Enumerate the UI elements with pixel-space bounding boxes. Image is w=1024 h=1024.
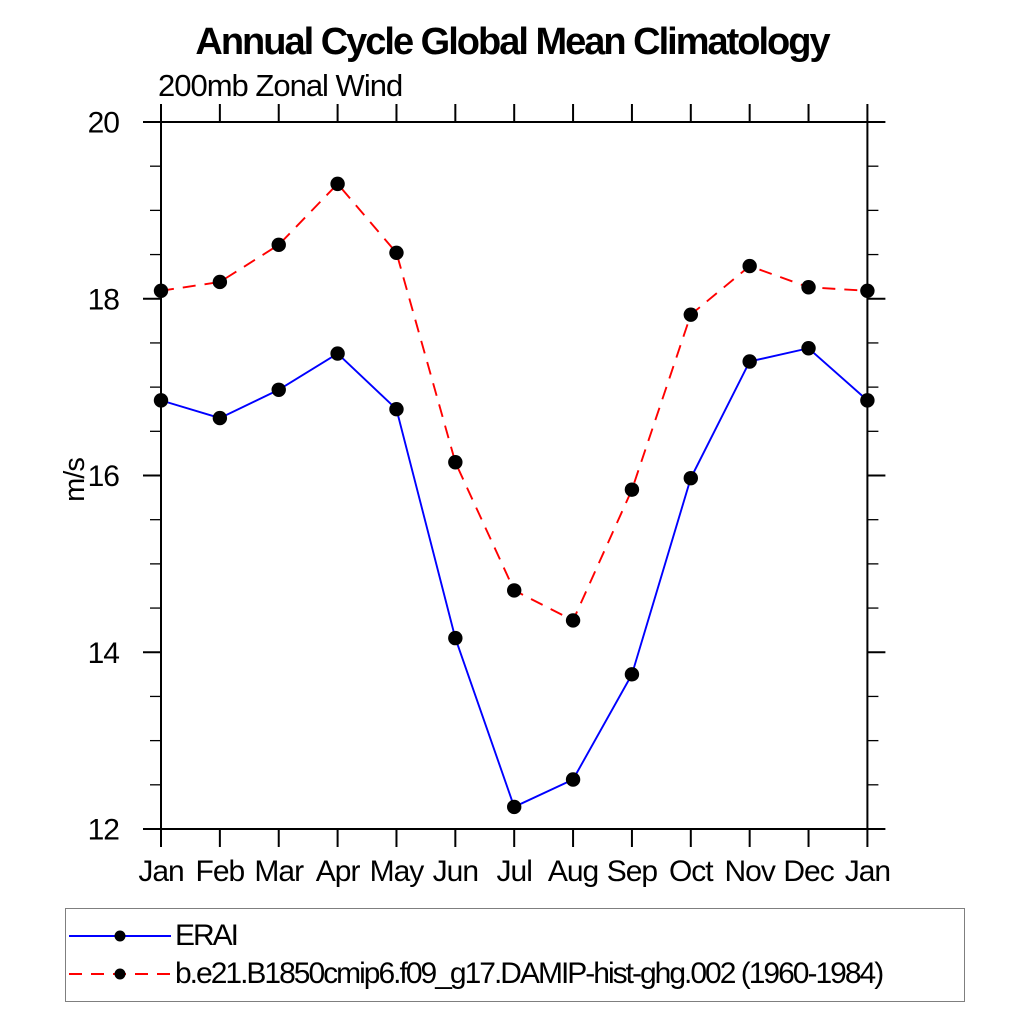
legend-line-sample-model xyxy=(69,968,171,980)
data-point-0-12 xyxy=(860,393,875,408)
series-line-0 xyxy=(160,347,869,809)
data-point-1-5 xyxy=(448,455,463,470)
data-point-0-6 xyxy=(507,799,522,815)
y-axis-label: m/s xyxy=(59,458,91,502)
y-tick-label: 14 xyxy=(88,637,120,670)
data-point-0-2 xyxy=(271,382,286,397)
data-point-0-4 xyxy=(389,402,404,417)
data-point-1-7 xyxy=(565,613,581,628)
data-point-0-7 xyxy=(565,772,581,787)
legend-item-erai: ERAI xyxy=(68,919,239,952)
data-point-1-1 xyxy=(212,274,228,290)
data-point-0-11 xyxy=(801,341,816,356)
data-point-1-11 xyxy=(801,280,816,295)
legend-item-model: b.e21.B1850cmip6.f09_g17.DAMIP-hist-ghg.… xyxy=(68,957,884,990)
legend-label-erai: ERAI xyxy=(175,919,239,952)
x-tick-label: Mar xyxy=(254,855,304,888)
legend-label-model: b.e21.B1850cmip6.f09_g17.DAMIP-hist-ghg.… xyxy=(175,957,884,990)
data-point-1-3 xyxy=(330,176,345,192)
data-point-1-2 xyxy=(271,237,286,253)
legend-line-sample-erai xyxy=(69,930,171,942)
data-point-1-10 xyxy=(742,258,757,274)
x-tick-label: Oct xyxy=(669,855,714,888)
plot-frame xyxy=(160,121,869,830)
y-tick-label: 16 xyxy=(88,460,120,493)
x-tick-label: Jan xyxy=(138,855,183,888)
data-point-1-9 xyxy=(683,307,698,322)
legend-sample-marker xyxy=(114,930,126,942)
data-point-1-12 xyxy=(860,283,875,298)
x-tick-label: Jun xyxy=(433,855,478,888)
data-point-1-8 xyxy=(624,482,640,497)
chart-title: Annual Cycle Global Mean Climatology xyxy=(195,21,830,63)
legend-sample-marker xyxy=(114,968,126,980)
y-tick-label: 18 xyxy=(88,283,120,316)
data-point-0-5 xyxy=(448,630,463,646)
data-point-1-4 xyxy=(389,245,404,260)
data-point-0-1 xyxy=(212,410,228,426)
x-tick-label: Sep xyxy=(607,855,658,888)
chart-subtitle: 200mb Zonal Wind xyxy=(158,68,403,103)
legend-box: ERAI b.e21.B1850cmip6.f09_g17.DAMIP-hist… xyxy=(65,908,965,1002)
data-point-0-0 xyxy=(153,393,169,408)
x-tick-label: Aug xyxy=(548,855,598,888)
data-point-0-10 xyxy=(742,354,757,369)
x-tick-label: Jul xyxy=(497,855,532,888)
x-tick-label: Feb xyxy=(196,855,245,888)
x-tick-label: Jan xyxy=(845,855,890,888)
data-point-1-0 xyxy=(153,283,169,298)
x-tick-label: Nov xyxy=(724,855,775,888)
y-tick-label: 20 xyxy=(88,107,120,140)
x-tick-label: Apr xyxy=(316,855,361,888)
x-tick-label: May xyxy=(370,855,425,888)
data-point-0-9 xyxy=(683,470,698,486)
x-tick-label: Dec xyxy=(783,855,834,888)
y-tick-label: 12 xyxy=(88,814,120,847)
data-point-0-3 xyxy=(330,346,345,361)
data-point-0-8 xyxy=(624,667,640,682)
data-point-1-6 xyxy=(507,583,522,598)
series-line-1 xyxy=(160,182,868,622)
